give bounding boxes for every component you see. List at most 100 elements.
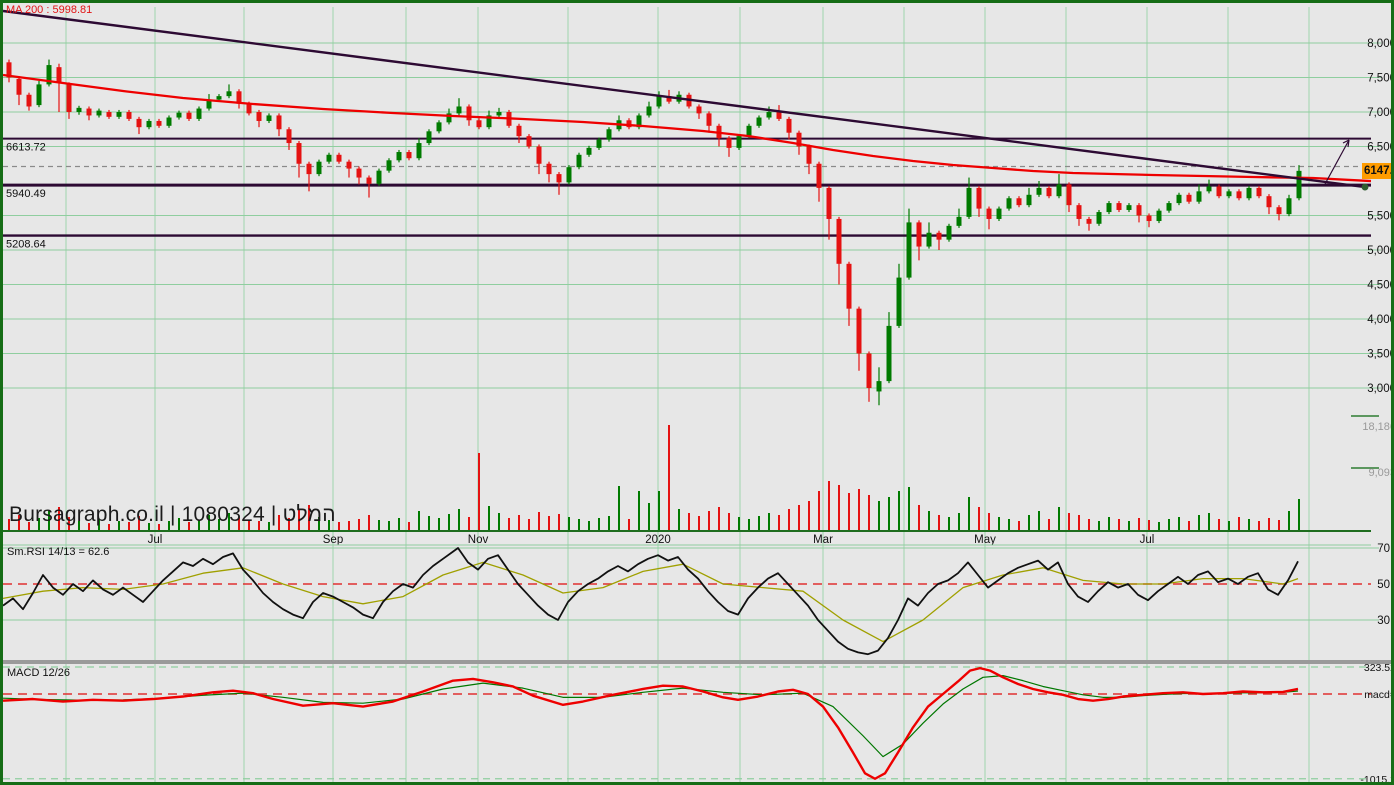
chart-canvas[interactable]: 8,000 7,500 7,000 6,500 5,500 5,000 4,500 4,000… (3, 3, 1394, 785)
volume-bar (1168, 519, 1170, 531)
volume-bar (528, 519, 530, 531)
volume-bar (388, 521, 390, 531)
candle-body (856, 308, 862, 354)
candle-body (876, 381, 882, 392)
candle-body (396, 152, 402, 161)
y-axis-tick-label: 8,000 (1367, 38, 1394, 50)
volume-bar (288, 518, 290, 531)
candle-body (626, 120, 632, 128)
volume-bar (188, 522, 190, 531)
volume-bar (448, 514, 450, 531)
volume-bar (468, 517, 470, 531)
rsi-line (3, 547, 1299, 656)
volume-bar (48, 511, 50, 531)
volume-bar (338, 522, 340, 531)
candle-body (736, 136, 742, 148)
volume-bar (178, 518, 180, 531)
candle-body (486, 115, 492, 128)
volume-bar (808, 501, 810, 531)
candle-body (1086, 218, 1092, 224)
candle-body (226, 91, 232, 97)
volume-bar (728, 513, 730, 531)
volume-bar (638, 491, 640, 531)
candle-body (586, 147, 592, 155)
volume-bar (718, 507, 720, 531)
volume-bar (988, 513, 990, 531)
volume-bar (678, 509, 680, 531)
candle-body (176, 112, 182, 118)
candle-body (846, 263, 852, 309)
candle-body (1096, 212, 1102, 224)
volume-bar (1258, 521, 1260, 531)
candle-body (336, 154, 342, 162)
volume-bar (1088, 519, 1090, 531)
y-axis-tick-label: 7,500 (1367, 73, 1394, 85)
volume-bar (838, 485, 840, 531)
volume-bar (848, 493, 850, 531)
candle-body (726, 138, 732, 148)
candle-body (346, 161, 352, 169)
volume-bar (478, 453, 480, 531)
volume-bar (828, 481, 830, 531)
y-axis-tick-label: 4,500 (1367, 280, 1394, 292)
candle-body (666, 96, 672, 102)
candle-body (196, 108, 202, 119)
volume-bar (138, 516, 140, 531)
volume-bar (898, 491, 900, 531)
candle-body (916, 222, 922, 247)
volume-bar (938, 515, 940, 531)
candle-body (106, 112, 112, 117)
y-axis-tick-label: 5,500 (1367, 211, 1394, 223)
volume-bar (748, 519, 750, 531)
volume-bar (1198, 515, 1200, 531)
volume-bar (1068, 513, 1070, 531)
volume-bar (888, 497, 890, 531)
level-price-label: 5208.64 (6, 239, 46, 251)
candle-body (166, 117, 172, 126)
candle-body (516, 125, 522, 137)
candle-body (256, 112, 262, 121)
volume-bar (128, 522, 130, 531)
macd-level-label: -1015.2 (1360, 774, 1394, 785)
volume-bar (1078, 515, 1080, 531)
candle-body (656, 96, 662, 107)
candle-body (1286, 198, 1292, 215)
candle-body (936, 232, 942, 240)
y-axis-tick-label: 4,000 (1367, 314, 1394, 326)
volume-bar (458, 509, 460, 531)
candle-body (756, 117, 762, 126)
volume-bar (868, 495, 870, 531)
volume-bar (958, 513, 960, 531)
volume-bar (378, 520, 380, 531)
volume-bar (498, 513, 500, 531)
macd-panel-separator (3, 660, 1391, 664)
volume-bar (818, 491, 820, 531)
volume-bar (348, 521, 350, 531)
volume-bar (1048, 519, 1050, 531)
volume-bar (1128, 521, 1130, 531)
candle-body (426, 131, 432, 144)
y-axis-tick-label: 5,000 (1367, 245, 1394, 257)
candle-body (356, 168, 362, 178)
candle-body (1166, 203, 1172, 211)
volume-bar (768, 513, 770, 531)
candle-body (286, 129, 292, 144)
volume-bar (518, 515, 520, 531)
candle-body (6, 62, 12, 78)
candle-body (746, 125, 752, 137)
candle-body (366, 177, 372, 184)
candle-body (156, 120, 162, 126)
volume-bar (158, 524, 160, 531)
candle-body (786, 118, 792, 133)
candle-body (1296, 170, 1302, 199)
candle-body (446, 113, 452, 123)
volume-bar (268, 522, 270, 531)
volume-bar (758, 516, 760, 531)
candle-body (806, 146, 812, 164)
volume-bar (588, 521, 590, 531)
volume-bar (78, 521, 80, 531)
candle-body (376, 170, 382, 184)
candle-body (826, 187, 832, 219)
candle-body (46, 65, 52, 85)
volume-bar (68, 517, 70, 531)
